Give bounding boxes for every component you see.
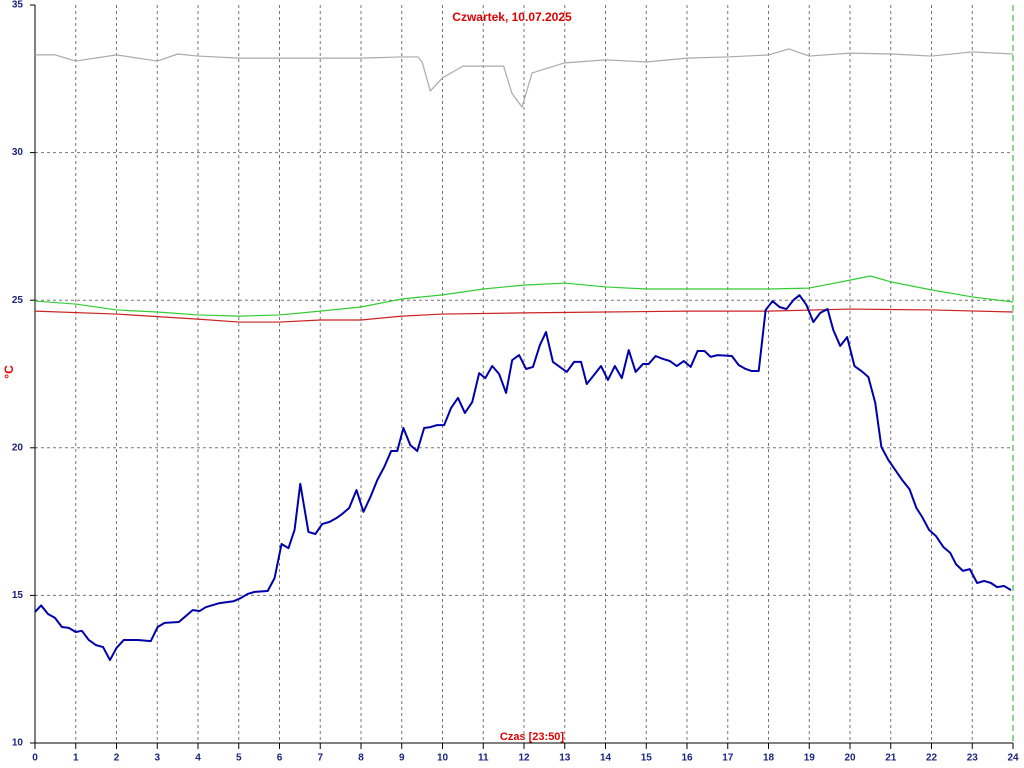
x-tick-label: 22 <box>926 753 938 764</box>
y-axis-label: °C <box>2 365 16 379</box>
data-line <box>34 294 1012 662</box>
x-tick-label: 19 <box>804 753 816 764</box>
y-tick-label: 25 <box>12 295 24 306</box>
x-tick-label: 15 <box>641 753 653 764</box>
x-tick-label: 16 <box>681 753 693 764</box>
y-tick-label: 20 <box>12 442 24 453</box>
x-tick-label: 24 <box>1007 753 1019 764</box>
x-tick-label: 11 <box>478 753 489 764</box>
x-tick-label: 3 <box>154 753 160 764</box>
y-tick-label: 10 <box>12 738 24 749</box>
x-tick-label: 13 <box>559 753 571 764</box>
chart-title: Czwartek, 10.07.2025 <box>452 10 572 24</box>
x-tick-label: 9 <box>399 753 405 764</box>
x-tick-label: 4 <box>195 753 201 764</box>
x-tick-label: 14 <box>600 753 612 764</box>
x-tick-label: 12 <box>518 753 530 764</box>
x-axis-label: Czas [23:50] <box>500 731 565 743</box>
y-tick-label: 30 <box>12 147 24 158</box>
data-line <box>35 48 1014 108</box>
x-tick-label: 2 <box>114 753 120 764</box>
x-tick-label: 21 <box>885 753 897 764</box>
x-tick-label: 18 <box>763 753 775 764</box>
x-tick-label: 10 <box>437 753 449 764</box>
x-tick-label: 0 <box>32 753 38 764</box>
x-tick-label: 5 <box>236 753 242 764</box>
x-tick-label: 23 <box>967 753 979 764</box>
x-tick-label: 6 <box>277 753 283 764</box>
y-tick-label: 15 <box>12 590 24 601</box>
x-tick-label: 17 <box>722 753 734 764</box>
x-tick-label: 1 <box>73 753 79 764</box>
y-tick-label: 35 <box>12 0 24 11</box>
data-line <box>34 275 1014 317</box>
x-tick-label: 7 <box>317 753 323 764</box>
x-tick-label: 20 <box>844 753 856 764</box>
x-tick-label: 8 <box>358 753 364 764</box>
